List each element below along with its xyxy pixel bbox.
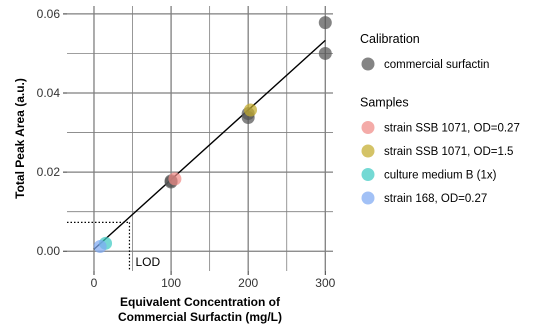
- fit-line: [93, 39, 326, 250]
- panel-background: [67, 6, 333, 271]
- lod-label: LOD: [135, 255, 160, 269]
- grid-lines: [67, 6, 333, 271]
- y-tick-label: 0.00: [37, 244, 61, 258]
- x-tick-label: 300: [315, 276, 335, 290]
- axes: 0 100 200 300 0.00 0.02 0.04 0.06 Equivalent Con…: [13, 7, 336, 324]
- data-point-series-0-4: [318, 16, 332, 30]
- data-points: [93, 16, 332, 253]
- x-axis-title-line: Equivalent Concentration of: [120, 295, 281, 309]
- plot-panel: [67, 6, 333, 271]
- legend-key: [361, 121, 375, 134]
- x-axis-title-line: Commercial Surfactin (mg/L): [118, 310, 282, 324]
- legend-entry-label: strain SSB 1071, OD=1.5: [384, 146, 513, 158]
- data-point-series-2-0: [244, 103, 258, 117]
- fit-line-layer: [93, 39, 326, 250]
- x-tick-label: 0: [91, 276, 98, 290]
- legend-entry-label: culture medium B (1x): [384, 170, 497, 182]
- legend-entry-label: strain 168, OD=0.27: [384, 193, 487, 205]
- data-point-series-1-0: [168, 172, 182, 186]
- legend-key: [361, 144, 375, 158]
- legend-key: [361, 191, 375, 205]
- y-tick-label: 0.06: [37, 7, 61, 21]
- y-axis-title: Total Peak Area (a.u.): [13, 78, 27, 199]
- legend: Calibration commercial surfactin Samples st…: [360, 32, 520, 205]
- legend-group-title: Samples: [360, 96, 409, 110]
- data-point-series-4-0: [93, 239, 107, 253]
- x-tick-label: 100: [161, 276, 181, 290]
- y-tick-label: 0.04: [37, 86, 61, 100]
- data-point-series-0-5: [318, 46, 332, 60]
- legend-group-title: Calibration: [360, 32, 420, 46]
- legend-entry-label: commercial surfactin: [384, 59, 489, 71]
- legend-key: [361, 168, 375, 181]
- y-tick-label: 0.02: [37, 165, 61, 179]
- lod-reference-lines: LOD: [67, 221, 160, 271]
- x-tick-label: 200: [238, 276, 258, 290]
- legend-key: [361, 57, 375, 71]
- legend-entry-label: strain SSB 1071, OD=0.27: [384, 123, 520, 135]
